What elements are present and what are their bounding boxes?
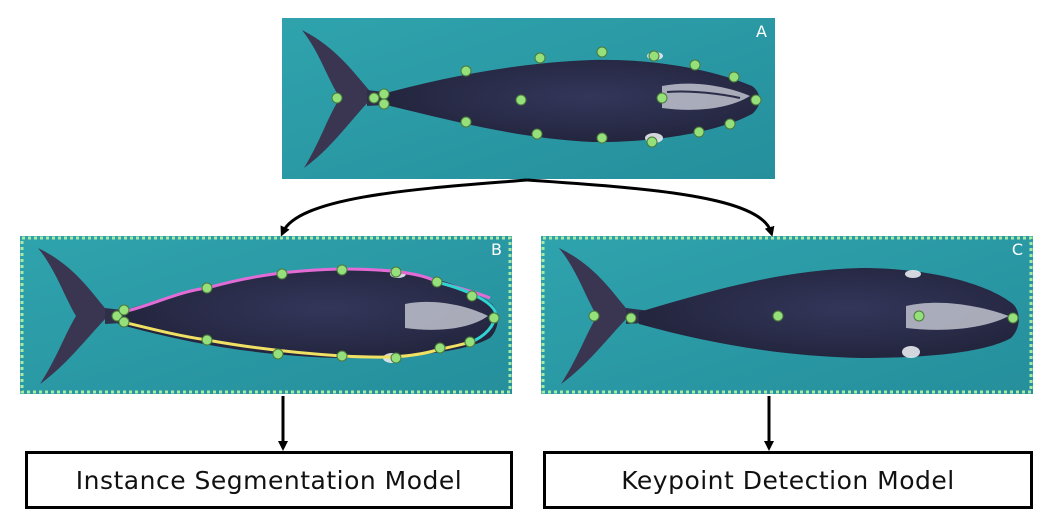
keypoint-marker [368,92,380,104]
keypoint-marker [772,310,784,322]
keypoint-marker [201,334,213,346]
keypoint-marker [331,92,343,104]
keypoint-marker [534,52,546,64]
keypoint-marker [378,98,390,110]
keypoint-marker [646,136,658,148]
keypoint-marker [272,348,284,360]
whale-image-c [541,236,1033,394]
keypoint-marker [276,268,288,280]
whale-image-a [282,18,775,179]
keypoint-marker [648,50,660,62]
panel-letter-b: B [491,240,502,259]
keypoint-marker [460,116,472,128]
keypoint-marker [118,316,130,328]
keypoint-marker [390,266,402,278]
keypoint-marker [390,352,402,364]
keypoint-marker [913,310,925,322]
keypoint-marker [588,310,600,322]
panel-letter-c: C [1011,240,1023,259]
panel-c-keypoint-image: C [541,236,1033,394]
keypoint-marker [118,304,130,316]
keypoint-marker [336,350,348,362]
keypoint-marker [625,312,637,324]
keypoint-marker [201,282,213,294]
dotted-border-b [20,236,512,394]
keypoint-marker [434,342,446,354]
keypoint-marker [460,65,472,77]
panel-b-segmentation-image: B [20,236,512,394]
keypoint-detection-model-label: Keypoint Detection Model [621,465,955,495]
keypoint-marker [466,290,478,302]
instance-segmentation-model-box: Instance Segmentation Model [25,451,513,509]
keypoint-marker [531,128,543,140]
keypoint-marker [750,94,762,106]
keypoint-marker [488,312,500,324]
keypoint-marker [431,276,443,288]
keypoint-marker [464,336,476,348]
keypoint-marker [656,92,668,104]
keypoint-marker [724,118,736,130]
arrow-a-to-c [526,178,775,237]
keypoint-marker [515,94,527,106]
arrow-a-to-b [280,178,528,237]
keypoint-marker [689,59,701,71]
dotted-border-c [541,236,1033,394]
panel-a-whale-photo: A [282,18,775,179]
keypoint-marker [336,264,348,276]
instance-segmentation-model-label: Instance Segmentation Model [75,465,463,495]
whale-image-b [20,236,512,394]
panel-letter-a: A [756,22,767,41]
keypoint-marker [1007,312,1019,324]
keypoint-marker [693,126,705,138]
keypoint-marker [111,310,123,322]
keypoint-marker [728,71,740,83]
keypoint-detection-model-box: Keypoint Detection Model [543,451,1033,509]
keypoint-marker [596,46,608,58]
keypoint-marker [596,132,608,144]
